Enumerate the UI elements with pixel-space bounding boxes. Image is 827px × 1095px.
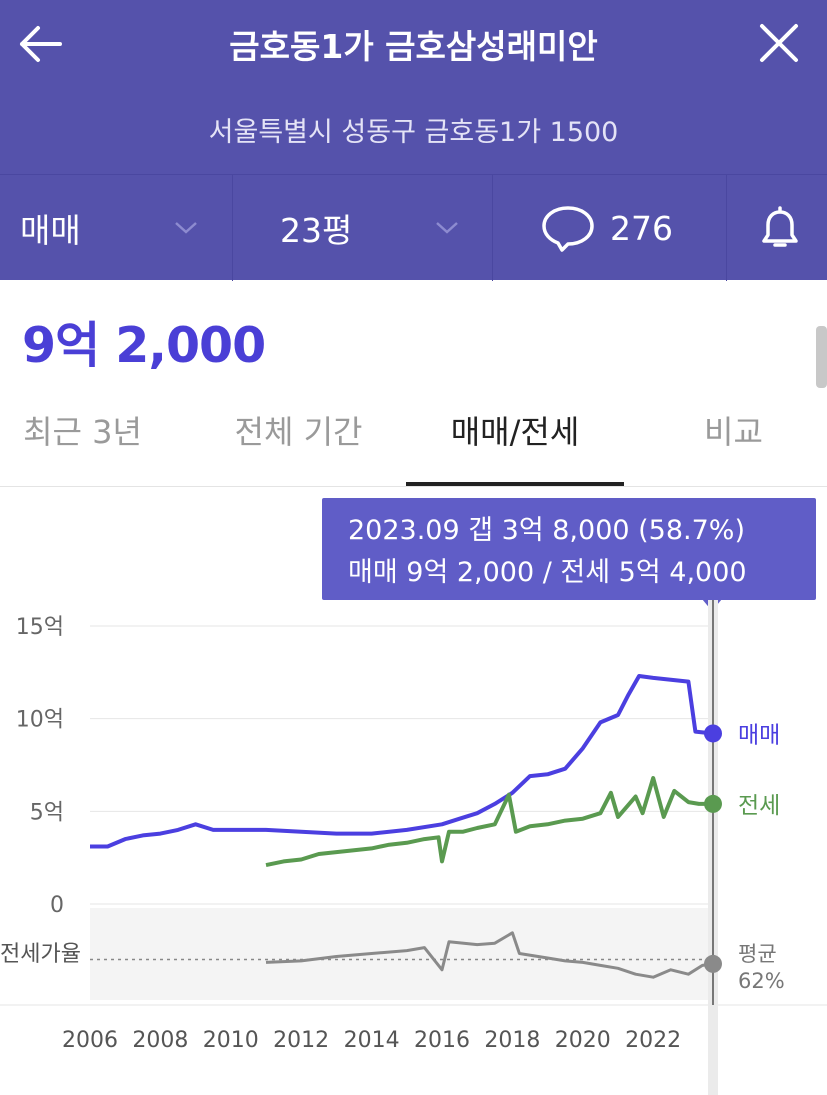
app-header: 금호동1가 금호삼성래미안 서울특별시 성동구 금호동1가 1500 매매 23… [0,0,827,281]
area-select[interactable]: 23평 [280,175,430,281]
series-end-point-전세 [704,794,722,813]
tooltip-line2: 매매 9억 2,000 / 전세 5억 4,000 [348,557,747,588]
active-tab-indicator [406,482,624,486]
arrow-left-icon[interactable] [16,22,64,66]
ratio-panel-bg [90,908,713,1000]
x-tick-label: 2010 [203,1028,259,1053]
x-tick-label: 2018 [484,1028,540,1053]
chevron-down-icon[interactable] [435,175,463,281]
ratio-line [265,931,714,979]
series-label-sale: 매매 [738,722,780,748]
ratio-average-label: 평균 [738,942,777,966]
x-tick-label: 2008 [132,1028,188,1053]
tab-sale-jeonse[interactable]: 매매/전세 [450,413,580,451]
y-tick-label: 15억 [16,615,64,640]
tooltip-line1: 2023.09 갭 3억 8,000 (58.7%) [348,515,745,546]
chevron-down-icon[interactable] [174,175,202,281]
tab-compare[interactable]: 비교 [704,413,763,451]
tab-all-period[interactable]: 전체 기간 [234,413,363,451]
x-tick-label: 2016 [414,1028,470,1053]
x-tick-label: 2012 [273,1028,329,1053]
x-tick-label: 2022 [625,1028,681,1053]
page-title: 금호동1가 금호삼성래미안 [229,27,598,66]
address-text: 서울특별시 성동구 금호동1가 1500 [208,117,619,148]
filter-bar: 매매 23평 276 [0,174,827,281]
series-end-point-매매 [704,724,722,743]
series-line-매매 [90,674,714,849]
current-price: 9억 2,000 [22,317,266,374]
bell-icon[interactable] [756,175,806,281]
y-tick-label: 5억 [30,800,64,825]
series-label-jeonse: 전세 [738,793,780,819]
chart-tooltip: 2023.09 갭 3억 8,000 (58.7%) 매매 9억 2,000 /… [322,498,816,600]
period-tabs: 최근 3년 전체 기간 매매/전세 비교 [0,396,827,487]
tab-recent-3y[interactable]: 최근 3년 [23,413,142,451]
comment-count: 276 [610,208,673,248]
speech-bubble-icon [540,203,596,253]
x-tick-label: 2014 [344,1028,400,1053]
ratio-end-point [704,954,722,973]
price-chart[interactable]: 0 5억 10억 15억 2006 2008 2010 2012 2014 2016 2018 202… [0,600,827,1095]
trade-type-select[interactable]: 매매 [20,175,220,281]
close-icon[interactable] [756,22,802,66]
area-value: 23평 [280,211,353,250]
trade-type-value: 매매 [20,211,81,250]
ratio-label: 전세가율 [0,942,81,967]
y-tick-label: 0 [50,893,64,918]
x-tick-label: 2006 [62,1028,118,1053]
series-line-전세 [265,776,713,868]
x-tick-label: 2020 [555,1028,611,1053]
scrollbar[interactable] [816,326,827,388]
comments-button[interactable]: 276 [540,175,720,281]
ratio-average-value: 62% [738,969,785,993]
y-tick-label: 10억 [16,708,64,733]
